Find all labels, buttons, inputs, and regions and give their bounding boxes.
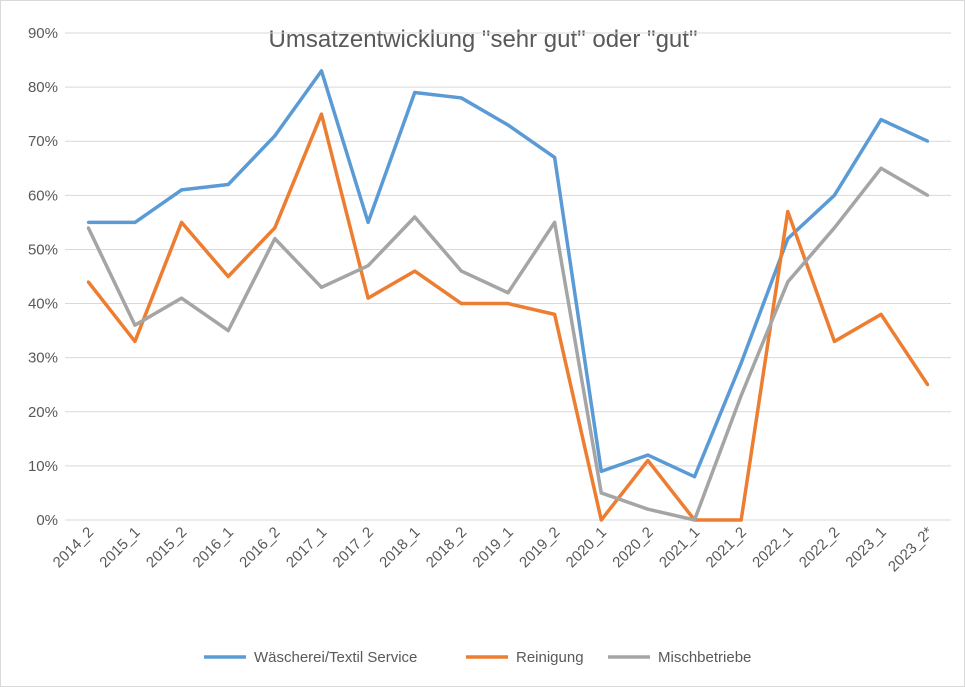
data-point [646,507,650,511]
data-point [786,280,790,284]
data-point [553,312,557,316]
data-point [86,226,90,230]
data-point [599,518,603,522]
y-tick-label: 30% [28,350,58,367]
data-point [879,118,883,122]
data-point [926,139,930,143]
data-point [180,220,184,224]
x-tick-label: 2022_2 [796,524,843,571]
x-tick-label: 2023_1 [842,524,889,571]
data-point [926,193,930,197]
data-point [739,518,743,522]
x-tick-label: 2023_2* [885,524,937,576]
data-point [879,312,883,316]
data-point [786,210,790,214]
data-point [832,339,836,343]
data-point [366,296,370,300]
data-point [739,394,743,398]
x-tick-label: 2021_1 [656,524,703,571]
data-point [226,183,230,187]
legend-label: Mischbetriebe [658,649,751,666]
data-point [459,96,463,100]
data-point [133,323,137,327]
y-tick-label: 40% [28,296,58,313]
y-tick-label: 80% [28,79,58,96]
data-point [273,134,277,138]
data-point [413,269,417,273]
series-line [86,112,930,522]
y-tick-label: 50% [28,241,58,258]
data-point [273,237,277,241]
data-point [366,220,370,224]
y-tick-label: 90% [28,25,58,42]
data-point [319,112,323,116]
x-tick-label: 2020_1 [563,524,610,571]
y-tick-label: 60% [28,187,58,204]
data-point [832,193,836,197]
data-point [459,269,463,273]
data-point [599,491,603,495]
data-point [786,237,790,241]
x-tick-label: 2015_2 [143,524,190,571]
data-point [273,226,277,230]
x-tick-label: 2019_1 [469,524,516,571]
data-point [739,361,743,365]
data-point [133,220,137,224]
data-point [459,302,463,306]
data-point [180,296,184,300]
x-tick-label: 2017_1 [283,524,330,571]
series-line [88,69,929,479]
data-point [366,264,370,268]
data-point [180,188,184,192]
data-point [133,339,137,343]
data-point [646,458,650,462]
data-point [226,329,230,333]
y-tick-label: 0% [36,512,58,529]
x-tick-label: 2017_2 [330,524,377,571]
data-point [506,302,510,306]
x-tick-label: 2016_1 [190,524,237,571]
x-tick-label: 2022_1 [749,524,796,571]
data-point [506,291,510,295]
data-point [86,220,90,224]
data-point [86,280,90,284]
data-point [553,220,557,224]
x-tick-label: 2015_1 [96,524,143,571]
series-line [86,166,929,522]
x-tick-label: 2021_2 [703,524,750,571]
x-tick-label: 2014_2 [50,524,97,571]
data-point [506,123,510,127]
data-point [646,453,650,457]
x-tick-label: 2016_2 [236,524,283,571]
data-point [599,469,603,473]
y-tick-label: 20% [28,404,58,421]
data-point [693,475,697,479]
data-point [413,91,417,95]
data-point [553,155,557,159]
x-tick-label: 2018_1 [376,524,423,571]
y-tick-label: 70% [28,133,58,150]
data-point [226,275,230,278]
data-point [832,226,836,230]
legend-label: Wäscherei/Textil Service [254,649,417,666]
x-tick-label: 2019_2 [516,524,563,571]
y-tick-label: 10% [28,458,58,475]
x-tick-label: 2018_2 [423,524,470,571]
chart-title: Umsatzentwicklung "sehr gut" oder "gut" [269,26,698,53]
data-point [319,285,323,289]
legend-label: Reinigung [516,649,584,666]
data-point [319,69,323,73]
x-tick-label: 2020_2 [609,524,656,571]
data-point [413,215,417,219]
data-point [693,518,697,522]
data-point [926,383,930,387]
data-point [879,166,883,170]
